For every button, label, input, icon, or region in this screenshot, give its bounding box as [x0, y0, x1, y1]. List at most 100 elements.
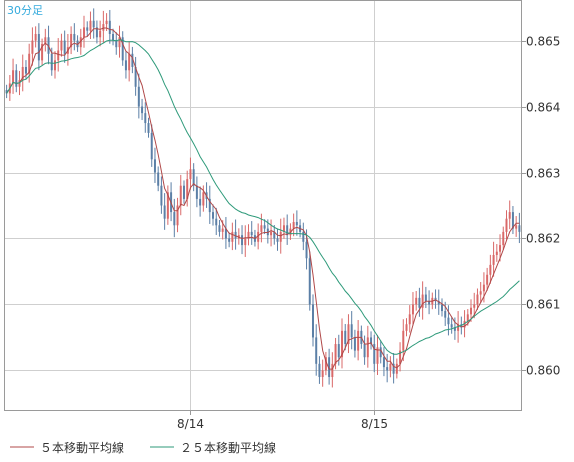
candle	[95, 20, 98, 44]
candle	[276, 228, 279, 251]
candle-body	[479, 291, 482, 295]
candle	[124, 51, 127, 79]
candle-body	[83, 27, 86, 38]
candle-body	[257, 231, 260, 242]
candle-body	[28, 53, 31, 74]
candle-body	[21, 66, 24, 81]
candle	[102, 10, 105, 43]
candle	[70, 26, 73, 55]
candle	[295, 210, 298, 236]
candle-body	[395, 363, 398, 374]
candle-body	[347, 324, 350, 345]
candle-body	[457, 324, 460, 331]
candle-body	[476, 294, 479, 305]
candle	[86, 21, 89, 37]
candle-body	[311, 304, 314, 338]
candle-body	[24, 66, 27, 74]
candle-body	[247, 231, 250, 239]
y-axis-ticks: 0.860 0.861 0.862 0.863 0.864 0.865	[521, 35, 560, 378]
candle-body	[444, 311, 447, 318]
candle	[150, 124, 153, 167]
candle-body	[437, 301, 440, 305]
candle-body	[163, 205, 166, 219]
candle-body	[63, 40, 66, 54]
y-tick-label: 0.862	[526, 232, 560, 246]
candle-body	[344, 330, 347, 345]
candle	[108, 9, 111, 44]
candle-body	[453, 327, 456, 331]
candle	[34, 26, 37, 48]
candle	[92, 8, 95, 39]
period-label: 30分足	[7, 4, 43, 17]
candle	[189, 157, 192, 190]
candle	[63, 30, 66, 63]
candle-body	[318, 363, 321, 378]
candle	[166, 185, 169, 225]
candle	[12, 58, 15, 94]
candle-body	[202, 192, 205, 206]
candle	[131, 46, 134, 74]
candle-body	[141, 106, 144, 114]
legend: ５本移動平均線 ２５本移動平均線	[10, 440, 276, 455]
candle	[502, 226, 505, 250]
x-tick-label: 8/14	[177, 417, 204, 431]
candle-body	[147, 123, 150, 133]
candle-body	[486, 274, 489, 285]
candle-body	[260, 225, 263, 232]
candle	[392, 353, 395, 384]
candle-body	[95, 27, 98, 38]
candle-body	[334, 344, 337, 364]
candle-body	[186, 179, 189, 199]
candle-body	[408, 314, 411, 325]
candle-body	[37, 33, 40, 61]
candle	[353, 329, 356, 358]
candle	[511, 206, 514, 235]
candle-body	[399, 350, 402, 364]
candle	[518, 212, 521, 244]
candle-body	[57, 50, 60, 61]
candle-body	[331, 363, 334, 378]
candle	[479, 282, 482, 303]
candle-body	[153, 159, 156, 173]
candle	[424, 286, 427, 309]
candle	[173, 198, 176, 238]
candle	[21, 54, 24, 92]
candle	[147, 117, 150, 138]
candle-body	[324, 357, 327, 371]
legend-label-ma25: ２５本移動平均線	[180, 440, 276, 455]
candle-body	[379, 347, 382, 358]
candle	[282, 217, 285, 239]
candle-body	[31, 40, 34, 54]
candle	[366, 325, 369, 368]
candle-body	[518, 225, 521, 232]
candle	[260, 213, 263, 243]
grid-lines	[5, 1, 521, 410]
candles	[5, 8, 521, 388]
candle-body	[221, 228, 224, 232]
y-tick-label: 0.860	[526, 364, 560, 378]
candle	[292, 213, 295, 237]
y-tick-label: 0.864	[526, 101, 560, 115]
candle-body	[157, 172, 160, 186]
candle-body	[18, 80, 21, 87]
candle-body	[321, 370, 324, 378]
candle	[208, 185, 211, 224]
candle	[137, 73, 140, 119]
y-tick-label: 0.865	[526, 35, 560, 49]
candle-body	[34, 33, 37, 41]
candle-body	[121, 37, 124, 61]
candle	[440, 298, 443, 317]
candle	[344, 323, 347, 351]
candle	[399, 342, 402, 372]
candle	[153, 147, 156, 183]
candle-body	[118, 37, 121, 48]
candle	[321, 359, 324, 387]
candle	[357, 320, 360, 361]
candle	[83, 15, 86, 48]
candle	[199, 186, 202, 217]
candle	[15, 64, 18, 93]
candle	[450, 317, 453, 334]
candle-body	[102, 24, 105, 31]
candle-body	[70, 33, 73, 48]
candle	[324, 351, 327, 376]
